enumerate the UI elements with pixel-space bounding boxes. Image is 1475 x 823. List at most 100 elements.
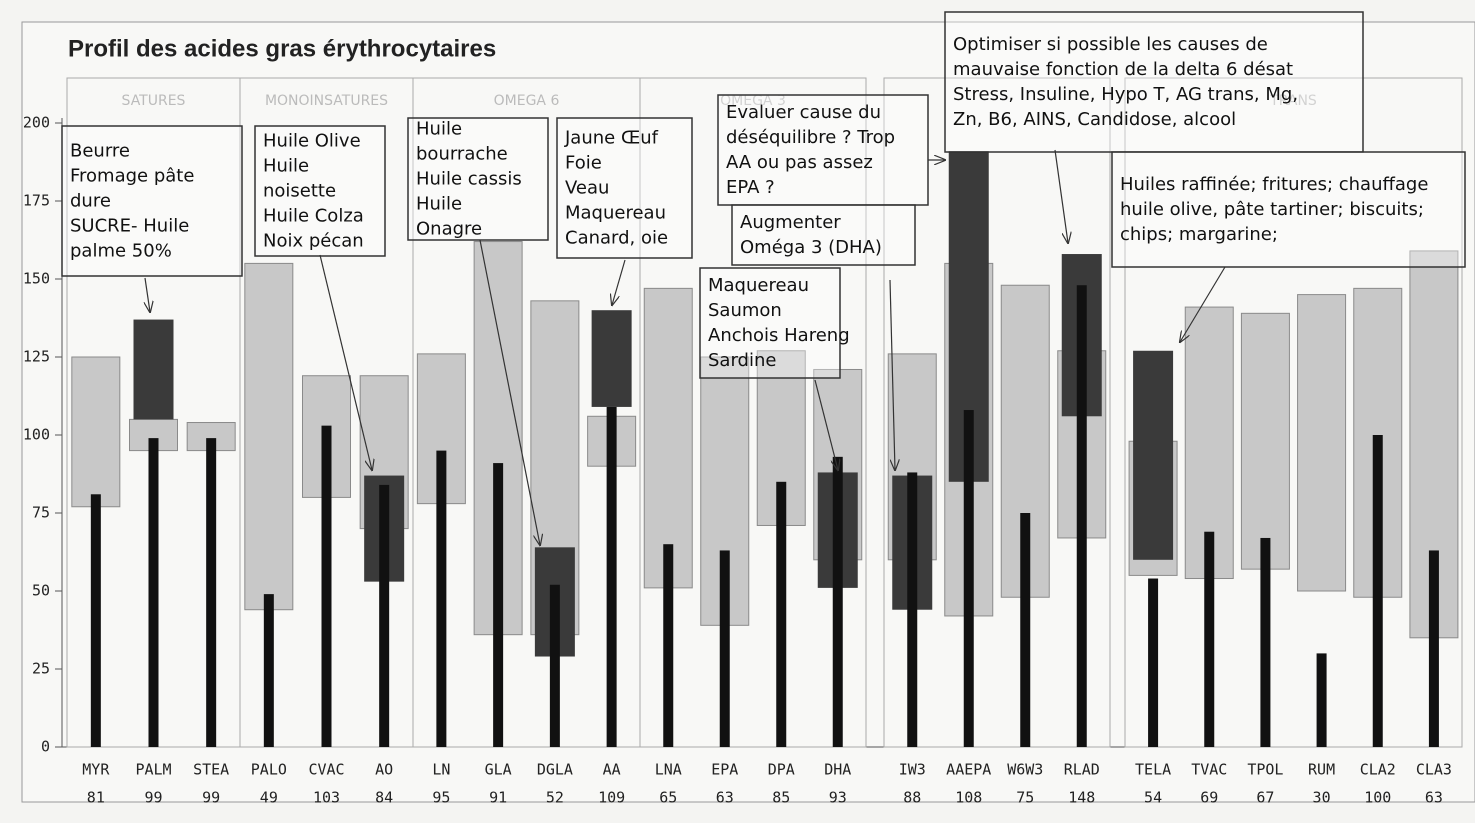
value-label: 91	[489, 789, 507, 807]
bar	[436, 450, 447, 747]
group-label: SATURES	[122, 93, 186, 109]
reference-range	[244, 262, 294, 611]
x-tick-label: GLA	[485, 761, 512, 779]
group-frame	[639, 77, 867, 748]
bar	[907, 472, 918, 747]
value-label: 84	[375, 789, 393, 807]
annotation-text: mauvaise fonction de la delta 6 désat	[953, 59, 1293, 80]
annotation-text: Augmenter	[740, 212, 841, 233]
value-label: 103	[313, 789, 340, 807]
annotation-text: déséquilibre ? Trop	[726, 127, 895, 148]
value-label: 52	[546, 789, 564, 807]
annotation-text: Huile Colza	[263, 206, 364, 227]
bar	[1372, 435, 1383, 747]
annotation-box	[1111, 151, 1466, 268]
annotation-text: Veau	[565, 178, 609, 199]
value-label: 148	[1068, 789, 1095, 807]
x-tick-label: DGLA	[537, 761, 573, 779]
value-label: 88	[903, 789, 921, 807]
bar	[719, 550, 730, 747]
bar	[1076, 285, 1087, 747]
annotation-text: Sardine	[708, 350, 776, 371]
x-tick-label: PALM	[135, 761, 171, 779]
group-label: OMEGA 3	[720, 93, 786, 109]
group-label: TRANS	[1269, 93, 1317, 109]
value-label: 65	[659, 789, 677, 807]
annotation-text: Fromage pâte	[70, 166, 194, 187]
bar	[963, 410, 974, 747]
value-label: 93	[829, 789, 847, 807]
annotation-text: Maquereau	[565, 203, 666, 224]
x-tick-label: CLA2	[1360, 761, 1396, 779]
annotation-text: Canard, oie	[565, 228, 668, 249]
x-tick-label: MYR	[82, 761, 110, 779]
annotation-text: chips; margarine;	[1120, 224, 1278, 245]
reference-range	[643, 287, 693, 589]
annotation-arrow	[814, 379, 838, 470]
bar	[148, 438, 159, 747]
value-label: 63	[716, 789, 734, 807]
annotation-arrow	[319, 254, 372, 470]
annotation-arrow	[479, 239, 540, 545]
value-label: 30	[1313, 789, 1331, 807]
value-label: 95	[432, 789, 450, 807]
bar	[1148, 578, 1159, 747]
y-tick-label: 25	[32, 660, 50, 678]
bar	[1020, 513, 1031, 747]
bar	[263, 594, 274, 747]
annotation-box	[699, 267, 841, 379]
bar	[1428, 550, 1439, 747]
x-tick-label: W6W3	[1007, 761, 1043, 779]
y-tick-label: 100	[23, 426, 50, 444]
group-frame	[1124, 77, 1463, 748]
annotation-text: Oméga 3 (DHA)	[740, 237, 882, 258]
annotation-text: AA ou pas assez	[726, 152, 873, 173]
annotation-text: Maquereau	[708, 275, 809, 296]
reference-range	[71, 356, 121, 508]
annotation-text: noisette	[263, 181, 336, 202]
x-tick-label: AAEPA	[946, 761, 991, 779]
annotation-text: Foie	[565, 153, 602, 174]
x-tick-label: TELA	[1135, 761, 1171, 779]
reference-range	[1240, 312, 1290, 570]
y-tick-label: 75	[32, 504, 50, 522]
annotation-box	[944, 11, 1364, 153]
annotation-text: Optimiser si possible les causes de	[953, 34, 1268, 55]
annotation-box	[407, 117, 549, 241]
value-label: 99	[144, 789, 162, 807]
bar	[832, 456, 843, 747]
annotation-arrow	[889, 279, 895, 470]
bar	[663, 544, 674, 747]
annotation-text: Evaluer cause du	[726, 102, 881, 123]
x-tick-label: RLAD	[1064, 761, 1100, 779]
annotation-box	[717, 94, 929, 206]
highlight-range	[591, 310, 632, 407]
value-label: 54	[1144, 789, 1162, 807]
chart-title: Profil des acides gras érythrocytaires	[68, 35, 496, 62]
annotation-box	[556, 117, 693, 259]
y-tick-label: 175	[23, 192, 50, 210]
annotation-box	[731, 204, 916, 266]
annotation-arrow	[145, 277, 150, 312]
annotation-text: Zn, B6, AINS, Candidose, alcool	[953, 109, 1236, 130]
x-tick-label: LN	[432, 761, 450, 779]
annotation-text: Onagre	[416, 219, 482, 240]
annotation-text: huile olive, pâte tartiner; biscuits;	[1120, 199, 1424, 220]
annotation-text: SUCRE- Huile	[70, 216, 189, 237]
annotation-text: Anchois Hareng	[708, 325, 850, 346]
annotation-text: Huiles raffinée; fritures; chauffage	[1120, 174, 1428, 195]
y-tick-label: 150	[23, 270, 50, 288]
y-tick-label: 50	[32, 582, 50, 600]
x-tick-label: DHA	[824, 761, 851, 779]
bar	[1316, 653, 1327, 747]
annotation-text: palme 50%	[70, 241, 172, 262]
x-tick-label: TPOL	[1247, 761, 1283, 779]
bar	[379, 484, 390, 747]
x-tick-label: RUM	[1308, 761, 1335, 779]
x-tick-label: AA	[603, 761, 621, 779]
annotation-text: Huile	[416, 119, 462, 140]
x-tick-label: AO	[375, 761, 393, 779]
bar	[90, 494, 101, 747]
annotation-text: Huile cassis	[416, 169, 522, 190]
value-label: 109	[598, 789, 625, 807]
